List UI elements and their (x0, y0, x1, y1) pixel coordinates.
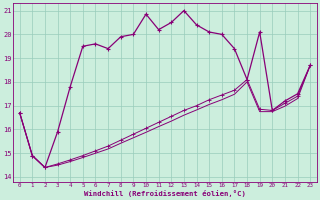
X-axis label: Windchill (Refroidissement éolien,°C): Windchill (Refroidissement éolien,°C) (84, 190, 246, 197)
